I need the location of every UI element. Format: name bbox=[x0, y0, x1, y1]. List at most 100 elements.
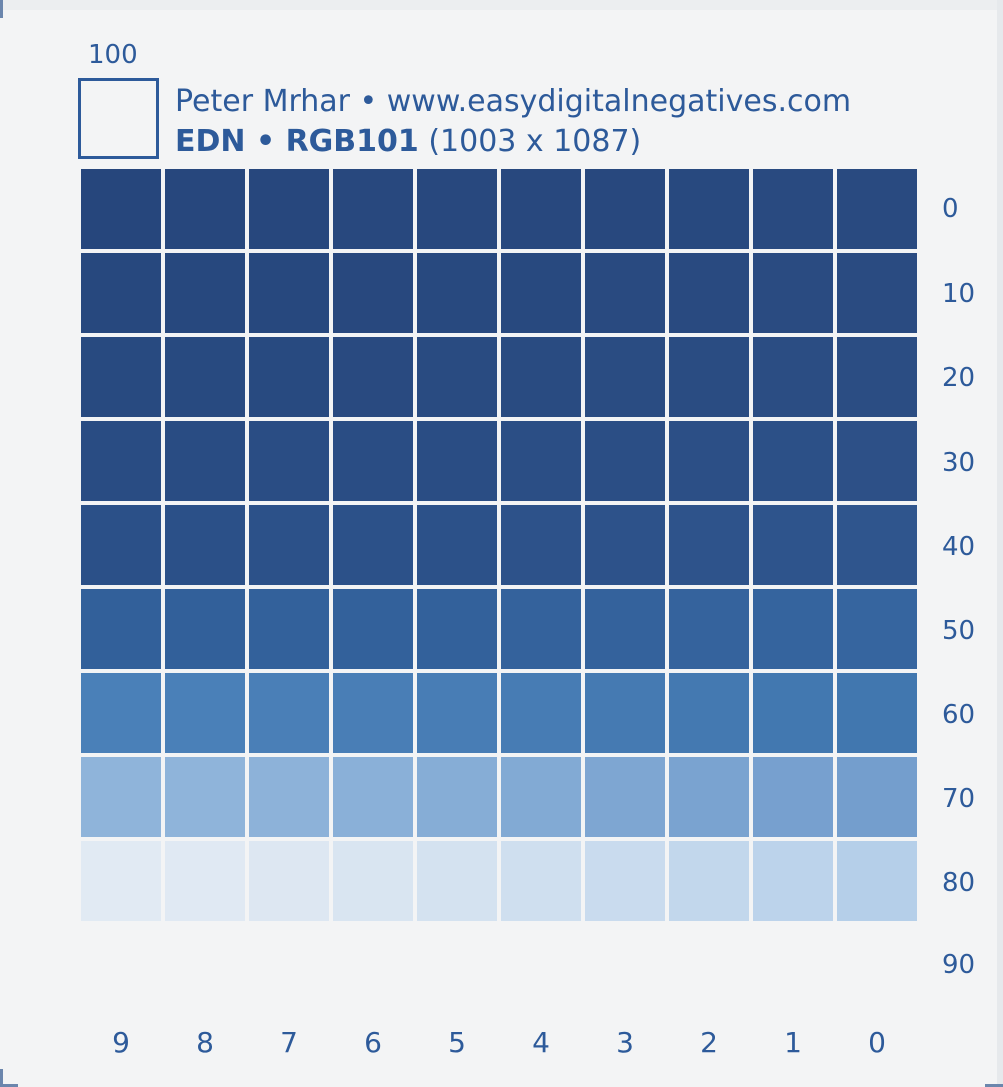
tone-patch bbox=[501, 337, 581, 417]
tone-patch bbox=[585, 673, 665, 753]
tone-patch bbox=[837, 589, 917, 669]
tone-patch bbox=[417, 337, 497, 417]
tone-patch bbox=[669, 337, 749, 417]
tone-patch bbox=[501, 253, 581, 333]
tone-patch bbox=[585, 253, 665, 333]
row-label: 70 bbox=[942, 784, 976, 814]
tone-patch bbox=[753, 169, 833, 249]
tone-patch bbox=[585, 421, 665, 501]
title-line: EDN • RGB101 (1003 x 1087) bbox=[175, 124, 641, 160]
tone-patch bbox=[501, 757, 581, 837]
tone-patch bbox=[837, 673, 917, 753]
row-label: 10 bbox=[942, 279, 976, 309]
tone-patch bbox=[333, 841, 413, 921]
row-label: 0 bbox=[942, 194, 959, 224]
tone-patch bbox=[165, 421, 245, 501]
tone-patch bbox=[837, 421, 917, 501]
reference-box-label: 100 bbox=[88, 40, 138, 70]
tone-patch bbox=[837, 841, 917, 921]
tone-patch bbox=[249, 253, 329, 333]
row-label: 80 bbox=[942, 868, 976, 898]
tone-patch bbox=[669, 253, 749, 333]
tone-patch bbox=[333, 757, 413, 837]
card-top-edge bbox=[0, 0, 1003, 10]
tone-patch bbox=[501, 673, 581, 753]
row-label: 50 bbox=[942, 616, 976, 646]
tone-patch bbox=[165, 505, 245, 585]
tone-patch bbox=[249, 841, 329, 921]
tone-patch bbox=[753, 841, 833, 921]
tone-patch bbox=[501, 505, 581, 585]
tone-patch bbox=[585, 757, 665, 837]
tone-patch bbox=[165, 253, 245, 333]
tone-patch bbox=[837, 505, 917, 585]
corner-mark-bottom-right bbox=[985, 1084, 1003, 1087]
tone-patch bbox=[669, 757, 749, 837]
tone-patch bbox=[81, 757, 161, 837]
tone-patch bbox=[249, 505, 329, 585]
tone-patch bbox=[165, 841, 245, 921]
tone-patch bbox=[837, 337, 917, 417]
title-dimensions: (1003 x 1087) bbox=[418, 124, 642, 159]
tone-patch bbox=[753, 673, 833, 753]
column-label: 7 bbox=[280, 1026, 298, 1059]
tone-patch bbox=[333, 421, 413, 501]
tone-patch bbox=[165, 337, 245, 417]
tone-patch bbox=[81, 421, 161, 501]
column-label: 4 bbox=[532, 1026, 550, 1059]
tone-patch bbox=[417, 421, 497, 501]
tone-patch bbox=[585, 841, 665, 921]
tone-patch bbox=[165, 589, 245, 669]
row-label: 90 bbox=[942, 950, 976, 980]
tone-patch bbox=[669, 421, 749, 501]
tone-patch bbox=[81, 673, 161, 753]
column-label: 2 bbox=[700, 1026, 718, 1059]
tone-patch bbox=[249, 673, 329, 753]
tone-patch bbox=[585, 505, 665, 585]
tone-patch bbox=[249, 337, 329, 417]
tone-patch bbox=[333, 673, 413, 753]
tone-patch bbox=[165, 673, 245, 753]
tone-patch bbox=[81, 505, 161, 585]
column-label: 6 bbox=[364, 1026, 382, 1059]
tone-patch bbox=[165, 757, 245, 837]
tone-patch bbox=[753, 253, 833, 333]
row-label: 40 bbox=[942, 532, 976, 562]
corner-mark-bottom-left-h bbox=[0, 1084, 18, 1087]
card-right-edge bbox=[997, 0, 1003, 1087]
row-label: 30 bbox=[942, 448, 976, 478]
row-label: 60 bbox=[942, 700, 976, 730]
tone-patch bbox=[753, 337, 833, 417]
tone-patch bbox=[585, 169, 665, 249]
tone-patch bbox=[837, 757, 917, 837]
tone-patch bbox=[501, 841, 581, 921]
tone-patch bbox=[585, 337, 665, 417]
tone-patch bbox=[417, 253, 497, 333]
tone-patch bbox=[417, 589, 497, 669]
tone-patch bbox=[249, 589, 329, 669]
tone-patch bbox=[417, 841, 497, 921]
tone-patch bbox=[81, 169, 161, 249]
column-label: 8 bbox=[196, 1026, 214, 1059]
reference-box bbox=[78, 78, 159, 159]
tone-patch bbox=[417, 673, 497, 753]
tone-patch bbox=[501, 421, 581, 501]
author-line: Peter Mrhar • www.easydigitalnegatives.c… bbox=[175, 84, 852, 119]
tone-patch bbox=[417, 757, 497, 837]
tone-patch bbox=[837, 169, 917, 249]
tone-patch bbox=[333, 337, 413, 417]
tone-patch bbox=[333, 253, 413, 333]
tone-patch bbox=[669, 589, 749, 669]
corner-mark-top-left bbox=[0, 0, 3, 18]
tone-patch bbox=[669, 169, 749, 249]
tone-patch bbox=[669, 505, 749, 585]
tone-patch bbox=[753, 505, 833, 585]
tone-patch bbox=[585, 589, 665, 669]
tone-patch bbox=[249, 421, 329, 501]
tone-patch bbox=[333, 169, 413, 249]
tone-patch bbox=[669, 841, 749, 921]
tone-patch bbox=[501, 169, 581, 249]
tone-patch-grid bbox=[81, 169, 917, 921]
tone-patch bbox=[333, 505, 413, 585]
tone-patch bbox=[669, 673, 749, 753]
